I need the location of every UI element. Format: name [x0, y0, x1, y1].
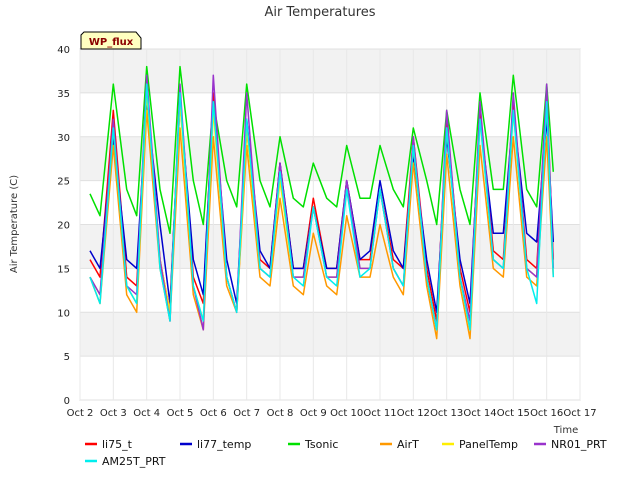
grid-band [80, 49, 580, 93]
x-tick-label: Oct 15 [497, 408, 530, 419]
x-tick-label: Oct 5 [167, 408, 194, 419]
legend-label: NR01_PRT [551, 438, 607, 451]
x-tick-label: Oct 10 [330, 408, 363, 419]
y-tick-label: 20 [57, 221, 70, 232]
y-tick-label: 10 [57, 308, 70, 319]
x-tick-label: Oct 9 [300, 408, 327, 419]
y-tick-label: 35 [57, 89, 70, 100]
legend-item: NR01_PRT [534, 438, 607, 451]
series-line-am25t-prt [89, 83, 555, 331]
legend-item: AirT [380, 438, 419, 451]
y-tick-label: 5 [64, 352, 70, 363]
legend-label: li75_t [102, 438, 133, 451]
x-axis-label: Time [553, 425, 578, 436]
y-tick-labels: 0 5 10 15 20 25 30 35 40 [57, 45, 70, 407]
x-tick-label: Oct 6 [200, 408, 227, 419]
y-tick-label: 40 [57, 45, 70, 56]
y-tick-label: 15 [57, 264, 70, 275]
grid-bands [80, 49, 580, 357]
grid-band [80, 312, 580, 357]
legend-label: Tsonic [304, 438, 338, 451]
x-tick-label: Oct 17 [563, 408, 596, 419]
legend-label: li77_temp [197, 438, 251, 451]
legend-item: li75_t [85, 438, 133, 451]
x-tick-label: Oct 4 [133, 408, 160, 419]
x-tick-label: Oct 7 [233, 408, 260, 419]
legend-item: PanelTemp [442, 438, 518, 451]
x-tick-label: Oct 14 [463, 408, 496, 419]
legend-item: Tsonic [288, 438, 338, 451]
legend-label: PanelTemp [459, 438, 518, 451]
y-tick-label: 0 [64, 396, 70, 407]
legend-item: AM25T_PRT [85, 455, 166, 468]
series-lines [89, 65, 555, 340]
x-tick-label: Oct 13 [430, 408, 463, 419]
y-axis-label: Air Temperature (C) [9, 175, 20, 273]
series-line-tsonic [89, 65, 555, 235]
annotation-box [80, 31, 142, 50]
grid-band [80, 136, 580, 181]
x-tick-label: Oct 3 [100, 408, 127, 419]
x-tick-label: Oct 8 [267, 408, 294, 419]
x-tick-labels: Oct 2 Oct 3 Oct 4 Oct 5 Oct 6 Oct 7 Oct 8 Oct 9… [67, 408, 597, 419]
legend-item: li77_temp [180, 438, 251, 451]
y-tick-label: 25 [57, 177, 70, 188]
legend-label: AM25T_PRT [102, 455, 166, 468]
x-tick-label: Oct 2 [67, 408, 94, 419]
x-tick-label: Oct 12 [397, 408, 430, 419]
legend: li75_t li77_temp Tsonic AirT PanelTemp NR01_P… [85, 438, 607, 468]
legend-label: AirT [397, 438, 419, 451]
chart-title: Air Temperatures [264, 5, 375, 20]
wp-flux-annotation: WP_flux [80, 31, 142, 50]
x-tick-label: Oct 16 [530, 408, 563, 419]
annotation-label: WP_flux [89, 37, 134, 48]
y-tick-label: 30 [57, 133, 70, 144]
x-tick-label: Oct 11 [363, 408, 396, 419]
